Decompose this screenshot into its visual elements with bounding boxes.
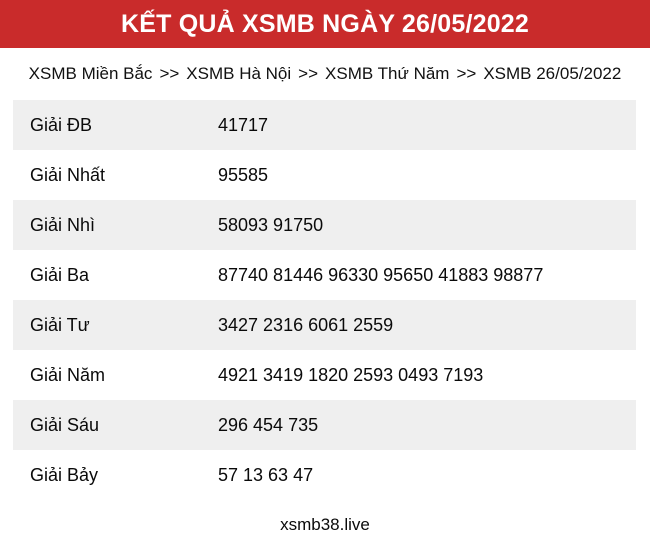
prize-label: Giải Ba (30, 264, 90, 285)
prize-numbers: 41717 (218, 114, 269, 135)
table-row-giai-tu: Giải Tư 3427 2316 6061 2559 (13, 300, 636, 350)
prize-numbers: 95585 (218, 164, 269, 185)
prize-label: Giải Tư (30, 314, 90, 335)
breadcrumb-item-ha-noi[interactable]: XSMB Hà Nội (186, 64, 292, 83)
page-title: KẾT QUẢ XSMB NGÀY 26/05/2022 (120, 9, 530, 38)
site-link[interactable]: xsmb38.live (280, 515, 370, 534)
prize-label: Giải Nhất (30, 164, 106, 185)
breadcrumb: XSMB Miền Bắc >> XSMB Hà Nội >> XSMB Thứ… (0, 48, 650, 100)
prize-label: Giải Năm (30, 364, 106, 385)
table-row-giai-nhat: Giải Nhất 95585 (13, 150, 636, 200)
breadcrumb-separator: >> (298, 64, 319, 83)
prize-numbers: 87740 81446 96330 95650 41883 98877 (218, 264, 544, 285)
prize-numbers: 57 13 63 47 (218, 464, 314, 485)
prize-numbers: 58093 91750 (218, 214, 324, 235)
breadcrumb-item-mien-bac[interactable]: XSMB Miền Bắc (28, 64, 153, 83)
breadcrumb-separator: >> (456, 64, 477, 83)
prize-label: Giải ĐB (30, 114, 93, 135)
prize-numbers: 4921 3419 1820 2593 0493 7193 (218, 364, 484, 385)
results-table: Giải ĐB 41717 Giải Nhất 95585 Giải Nhì 5… (13, 100, 636, 500)
prize-numbers: 3427 2316 6061 2559 (218, 314, 394, 335)
page-footer: xsmb38.live (0, 500, 650, 550)
prize-label: Giải Bảy (30, 464, 99, 485)
breadcrumb-item-thu-nam[interactable]: XSMB Thứ Năm (325, 64, 450, 83)
table-row-giai-sau: Giải Sáu 296 454 735 (13, 400, 636, 450)
table-row-giai-nhi: Giải Nhì 58093 91750 (13, 200, 636, 250)
table-row-giai-bay: Giải Bảy 57 13 63 47 (13, 450, 636, 500)
breadcrumb-separator: >> (159, 64, 180, 83)
prize-numbers: 296 454 735 (218, 414, 319, 435)
prize-label: Giải Sáu (30, 414, 100, 435)
prize-label: Giải Nhì (30, 214, 96, 235)
table-row-giai-ba: Giải Ba 87740 81446 96330 95650 41883 98… (13, 250, 636, 300)
page-header: KẾT QUẢ XSMB NGÀY 26/05/2022 (0, 0, 650, 48)
table-row-giai-db: Giải ĐB 41717 (13, 100, 636, 150)
breadcrumb-item-date[interactable]: XSMB 26/05/2022 (483, 64, 622, 83)
table-row-giai-nam: Giải Năm 4921 3419 1820 2593 0493 7193 (13, 350, 636, 400)
